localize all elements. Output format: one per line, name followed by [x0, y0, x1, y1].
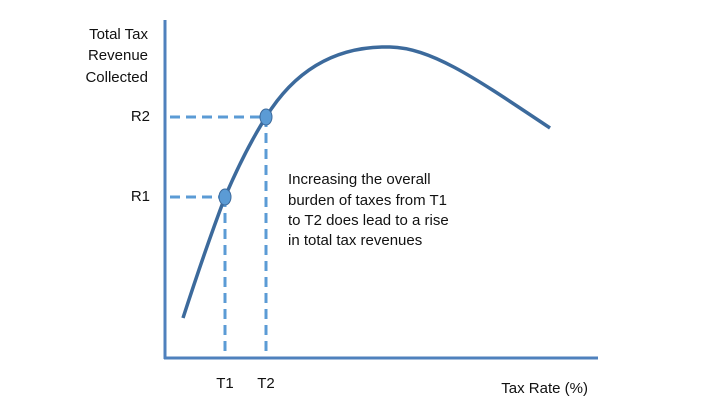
- point-2: [259, 108, 273, 126]
- revenue-label: R1: [131, 188, 150, 205]
- annotation: to T2 does lead to a rise: [288, 212, 449, 229]
- annotation: in total tax revenues: [288, 232, 422, 249]
- y-axis-label: Collected: [85, 69, 148, 86]
- rate-label: T1: [216, 375, 234, 392]
- laffer-curve: [181, 45, 551, 319]
- y-axis-label: Total Tax: [89, 26, 148, 43]
- rate-label: T2: [257, 375, 275, 392]
- annotation: burden of taxes from T1: [288, 192, 447, 209]
- point-1: [218, 188, 232, 206]
- revenue-label: R2: [131, 108, 150, 125]
- y-axis-label: Revenue: [88, 47, 148, 64]
- x-axis-label: Tax Rate (%): [501, 380, 588, 397]
- annotation: Increasing the overall: [288, 171, 431, 188]
